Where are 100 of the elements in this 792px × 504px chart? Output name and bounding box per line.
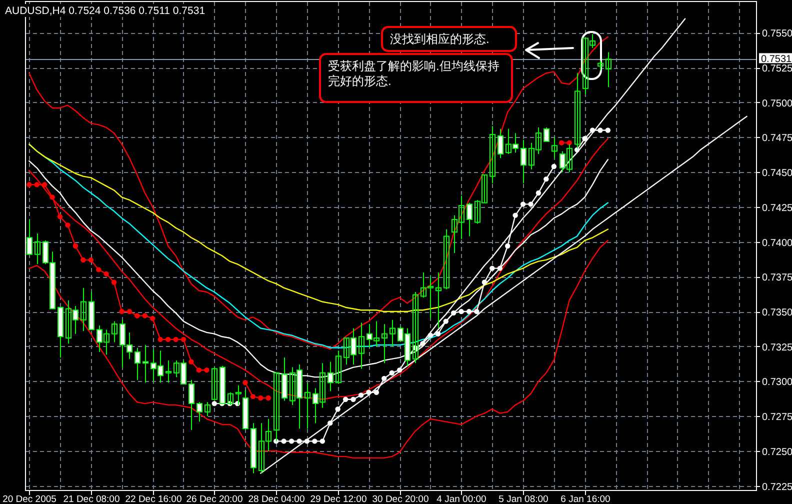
point xyxy=(520,202,526,207)
point xyxy=(536,190,542,196)
point xyxy=(458,308,464,314)
point xyxy=(111,280,117,285)
chart-title: AUDUSD,H4 0.7524 0.7536 0.7511 0.7531 xyxy=(5,5,206,17)
point xyxy=(104,271,109,276)
point xyxy=(528,202,534,207)
point xyxy=(335,406,340,412)
point xyxy=(320,438,325,444)
y-tick-label: 0.7275 xyxy=(762,412,792,424)
point xyxy=(544,176,549,182)
point xyxy=(158,336,163,342)
point xyxy=(389,370,394,376)
point xyxy=(65,222,70,228)
candlestick xyxy=(204,402,210,417)
point xyxy=(196,367,202,373)
point xyxy=(497,266,502,271)
y-tick-label: 0.7525 xyxy=(762,64,792,75)
y-tick-label: 0.7300 xyxy=(762,377,792,388)
candlestick xyxy=(134,347,140,380)
y-tick-label: 0.7225 xyxy=(762,482,792,493)
point xyxy=(80,257,86,263)
candlestick xyxy=(390,319,396,347)
x-tick-label: 6 Jan 16:00 xyxy=(560,494,610,504)
x-tick-label: 21 Dec 08:00 xyxy=(63,494,120,504)
candlestick xyxy=(444,228,450,290)
candlestick xyxy=(552,136,558,159)
y-tick-label: 0.7475 xyxy=(762,133,792,144)
point xyxy=(598,128,603,133)
candlestick xyxy=(520,140,526,184)
point xyxy=(134,313,140,318)
point xyxy=(450,310,456,316)
point xyxy=(505,243,510,249)
point xyxy=(119,308,124,314)
x-tick-label: 26 Dec 20:00 xyxy=(186,494,243,504)
point xyxy=(142,313,148,318)
point xyxy=(474,308,480,314)
annotation: 受获利盘了解的影响.但均线保持完好的形态. xyxy=(328,59,500,88)
annotation: 没找到相应的形态. xyxy=(390,32,490,46)
point xyxy=(374,390,380,395)
point xyxy=(96,267,102,272)
candlestick xyxy=(196,402,202,422)
candlestick xyxy=(80,287,86,332)
point xyxy=(26,182,32,188)
y-tick-label: 0.7325 xyxy=(762,342,792,354)
point xyxy=(582,136,588,142)
candlestick xyxy=(598,60,604,71)
x-tick-label: 28 Dec 04:00 xyxy=(248,494,305,504)
point xyxy=(312,438,318,444)
point xyxy=(34,182,40,188)
point xyxy=(605,128,611,133)
y-tick-label: 0.7450 xyxy=(762,168,792,180)
candlestick xyxy=(606,52,612,88)
point xyxy=(57,214,63,220)
candlestick xyxy=(466,202,472,237)
candlestick xyxy=(188,379,194,431)
y-tick-label: 0.7550 xyxy=(762,28,792,40)
candlestick xyxy=(358,322,364,370)
point xyxy=(436,331,441,336)
point xyxy=(250,394,256,400)
point xyxy=(566,140,572,146)
candlestick xyxy=(436,272,442,329)
point xyxy=(242,380,248,386)
x-tick-label: 22 Dec 16:00 xyxy=(125,494,182,504)
candlestick xyxy=(336,350,342,384)
point xyxy=(443,318,448,324)
point xyxy=(173,336,178,342)
point xyxy=(266,395,271,401)
point xyxy=(358,392,364,398)
point xyxy=(382,376,387,382)
candlestick xyxy=(274,372,280,442)
point xyxy=(150,316,156,322)
point xyxy=(42,182,48,188)
candlestick xyxy=(498,128,504,159)
point xyxy=(342,396,348,402)
ref-line-label: 0.7531 xyxy=(761,54,792,66)
candlestick xyxy=(304,382,310,430)
point xyxy=(126,308,132,314)
x-tick-label: 30 Dec 20:00 xyxy=(372,494,429,504)
point xyxy=(559,140,564,146)
y-tick-label: 0.7400 xyxy=(762,238,792,249)
candlestick xyxy=(328,361,334,392)
x-tick-label: 29 Dec 12:00 xyxy=(310,494,367,504)
point xyxy=(212,400,217,406)
point xyxy=(188,359,194,364)
point xyxy=(281,438,286,444)
point xyxy=(165,336,171,342)
point xyxy=(88,257,94,263)
candlestick xyxy=(490,126,496,184)
candlestick xyxy=(382,324,388,364)
point xyxy=(512,212,518,218)
point xyxy=(180,336,186,342)
candlestick xyxy=(544,126,550,142)
y-tick-label: 0.7500 xyxy=(762,98,792,110)
point xyxy=(288,438,294,444)
candlestick xyxy=(34,232,40,265)
point xyxy=(204,367,210,373)
candlestick xyxy=(112,320,118,343)
y-tick-label: 0.7425 xyxy=(762,202,792,214)
x-tick-label: 4 Jan 00:00 xyxy=(436,494,486,504)
